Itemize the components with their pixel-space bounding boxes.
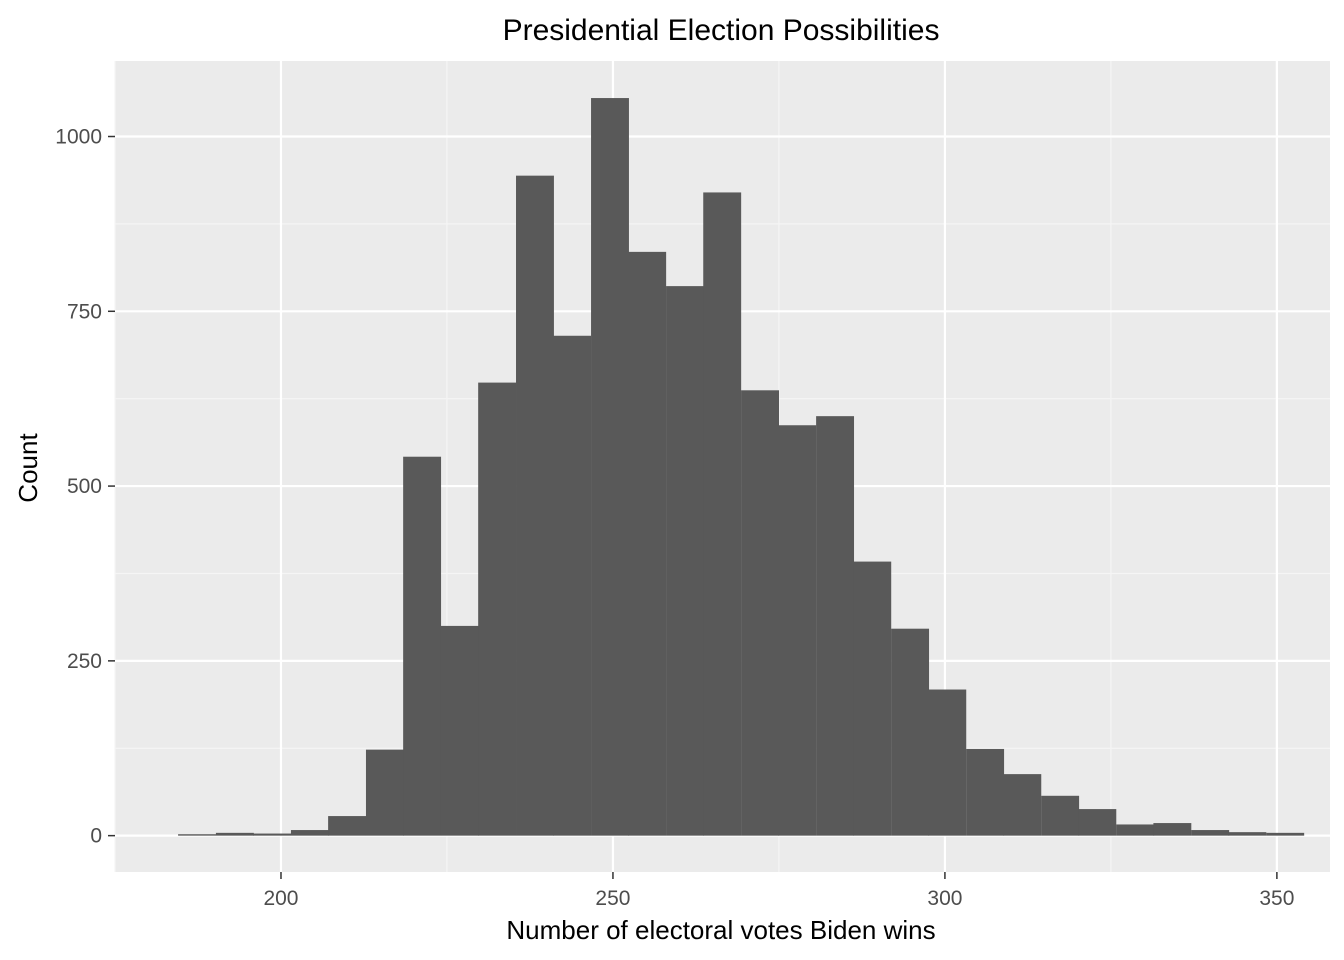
y-tick-label: 250 [67,650,102,673]
histogram-bar [440,625,479,836]
histogram-bar [966,748,1005,836]
x-tick-label: 350 [1259,887,1294,910]
y-tick-label: 500 [67,475,102,498]
histogram-bar [328,816,367,836]
histogram-bar [365,749,404,836]
histogram-bar [853,561,892,836]
histogram-bar [741,390,780,836]
histogram-bar [553,335,592,836]
histogram-bar [1266,832,1305,836]
histogram-bar [1041,795,1080,836]
histogram-bar [178,834,216,836]
y-axis: 0 250 500 750 1000 [55,126,115,848]
chart-title: Presidential Election Possibilities [503,14,940,47]
x-tick-label: 200 [263,887,298,910]
histogram-bar [403,456,442,836]
histogram-bar [628,251,667,836]
histogram-bar [215,832,254,836]
histogram-bar [1153,823,1192,836]
histogram-bar [703,192,742,836]
x-tick-label: 300 [927,887,962,910]
histogram-bar [928,689,967,836]
histogram-bar [778,425,817,836]
y-tick-label: 0 [90,825,102,848]
histogram-bar [1078,809,1117,836]
histogram-bar [253,833,292,836]
histogram-bar [591,98,629,836]
histogram-bar [1191,830,1230,836]
histogram-bar [516,175,554,836]
histogram-bar [666,286,704,836]
histogram-bar [1116,824,1155,836]
histogram-bar [816,416,855,836]
x-tick-label: 250 [595,887,630,910]
histogram-bar [891,628,930,836]
x-axis-title: Number of electoral votes Biden wins [506,915,935,945]
y-tick-label: 1000 [55,126,102,149]
y-tick-label: 750 [67,300,102,323]
histogram-bar [1228,832,1267,836]
histogram-bars [178,98,1305,836]
y-axis-title: Count [13,433,43,503]
histogram-bar [478,382,517,836]
x-axis: 200 250 300 350 [263,872,1294,910]
histogram-bar [1003,774,1042,836]
histogram-bar [290,830,329,836]
